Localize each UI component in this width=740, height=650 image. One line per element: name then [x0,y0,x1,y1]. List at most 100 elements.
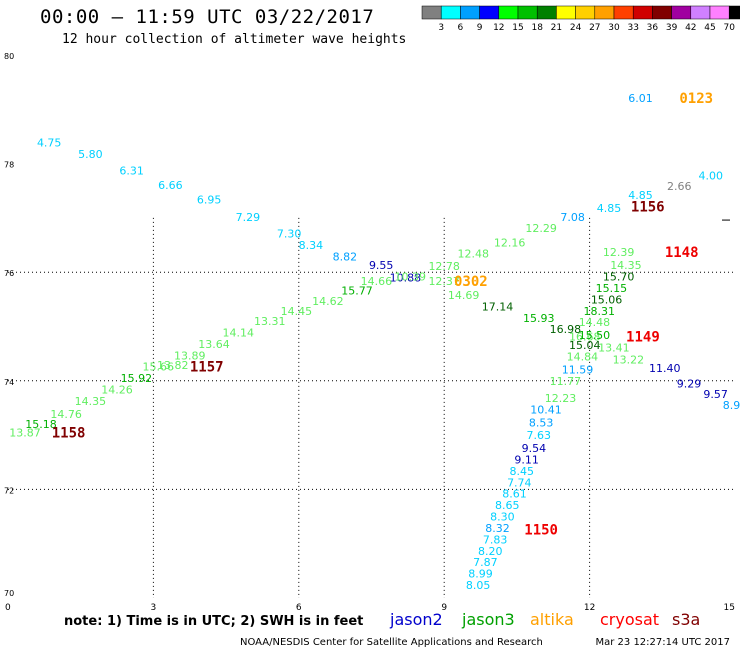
chart-subtitle: 12 hour collection of altimeter wave hei… [62,32,407,47]
track-time-label: 0302 [454,274,488,290]
scale-tick-label: 6 [458,23,464,33]
y-tick-label: 80 [4,52,14,61]
wave-height-label: 12.48 [458,248,490,261]
wave-height-label: 9.55 [369,259,394,272]
wave-height-label: 12.29 [525,222,557,235]
wave-height-label: 8.32 [485,522,510,535]
wave-height-label: 17.14 [482,300,514,313]
wave-height-label: 14.35 [610,259,642,272]
scale-tick-label: 24 [570,23,582,33]
track-time-label: 0123 [679,91,713,107]
scale-tick-label: 42 [685,23,696,33]
wave-height-label: 14.62 [312,295,344,308]
wave-height-label: 8.53 [529,417,554,430]
wave-height-label: 11.59 [562,363,594,376]
scale-tick-label: 33 [627,23,638,33]
y-tick-label: 74 [4,378,14,387]
scale-tick-label: 15 [512,23,523,33]
wave-height-label: 13.22 [613,354,645,367]
scale-tick-label: 12 [493,23,504,33]
wave-height-label: 16.68 [569,330,601,343]
legend-entry-s3a: s3a [672,610,700,629]
wave-height-label: 8.20 [478,545,503,558]
scale-tick-label: 9 [477,23,483,33]
wave-height-label: 7.08 [560,211,585,224]
y-tick-label: 70 [4,589,14,598]
wave-height-label: 18.31 [584,305,616,318]
track-time-label: 1157 [190,360,224,376]
wave-height-label: 15.77 [341,285,373,298]
wave-height-label: 15.15 [596,282,628,295]
wave-height-label: 13.82 [157,359,189,372]
wave-height-label: 8.82 [333,250,358,263]
legend-entry-jason3: jason3 [461,610,515,629]
wave-height-label: 7.74 [507,476,532,489]
wave-height-label: 7.87 [473,556,498,569]
scale-tick-label: 39 [666,23,678,33]
wave-height-label: 9.54 [522,442,547,455]
track-time-label: 1149 [626,329,660,345]
wave-height-label: 4.85 [628,189,653,202]
wave-height-label: 15.66 [142,361,174,374]
wave-height-label: 15.92 [121,372,153,385]
wave-height-label: 14.35 [75,395,107,408]
scale-tick-label: 36 [647,23,659,33]
wave-height-label: 15.04 [569,339,601,352]
wave-height-label: 12.23 [545,392,577,405]
scale-tick-label: 3 [438,23,444,33]
wave-height-label: 15.06 [591,293,623,306]
x-tick-label: 9 [441,603,447,613]
wave-height-label: 9.29 [677,378,702,391]
wave-height-label: 16.98 [550,323,582,336]
wave-height-label: 14.69 [448,289,480,302]
track-time-label: 1158 [52,425,86,441]
scale-tick-label: 30 [608,23,620,33]
x-tick-label: 3 [151,603,157,613]
wave-height-label: 7.29 [236,211,261,224]
legend-entry-cryosat: cryosat [600,610,659,629]
scale-tick-label: 21 [551,23,562,33]
wave-height-label: 10.41 [530,404,562,417]
wave-height-label: 10.88 [390,272,422,285]
wave-height-label: 15.93 [523,312,555,325]
wave-height-label: 6.31 [119,165,144,178]
wave-height-label: 13.89 [174,349,206,362]
wave-height-label: 12.78 [428,260,460,273]
wave-height-label: 14.66 [361,275,393,288]
wave-height-label: 4.85 [597,202,622,215]
y-tick-label: 78 [4,161,14,170]
x-tick-label: 6 [296,603,302,613]
legend-entry-altika: altika [530,610,574,629]
wave-height-label: 8.65 [495,499,520,512]
wave-height-label: 14.26 [101,383,133,396]
scale-tick-label: 18 [531,23,543,33]
wave-height-label: 2.66 [667,180,692,193]
wave-height-label: 14.45 [281,305,313,318]
legend-entry-jason2: jason2 [389,610,443,629]
footer-credit: NOAA/NESDIS Center for Satellite Applica… [240,637,543,648]
wave-height-label: 10.39 [395,271,427,284]
wave-height-label: 7.63 [526,429,551,442]
wave-height-label: 12.39 [603,246,635,259]
wave-height-label: 6.66 [158,179,183,192]
y-tick-label: 76 [4,269,14,278]
wave-height-label: 13.41 [598,342,630,355]
wave-height-label: 13.31 [254,315,286,328]
track-time-label: 1150 [524,523,558,539]
wave-height-label: 12.16 [494,236,526,249]
x-tick-label: 0 [5,603,11,613]
wave-height-label: 12.37 [428,275,460,288]
wave-height-label: 8.61 [502,488,527,501]
wave-height-label: 8.05 [466,579,491,592]
wave-height-label: 4.00 [699,170,724,183]
wave-height-label: 14.48 [579,316,611,329]
wave-height-label: 13.64 [198,338,230,351]
scale-swatch [728,5,740,20]
wave-height-label: 4.75 [37,136,62,149]
wave-height-label: 8.34 [299,239,324,252]
wave-height-label: 15.70 [603,271,635,284]
wave-height-label: 11.40 [649,362,681,375]
x-tick-label: 12 [584,603,595,613]
